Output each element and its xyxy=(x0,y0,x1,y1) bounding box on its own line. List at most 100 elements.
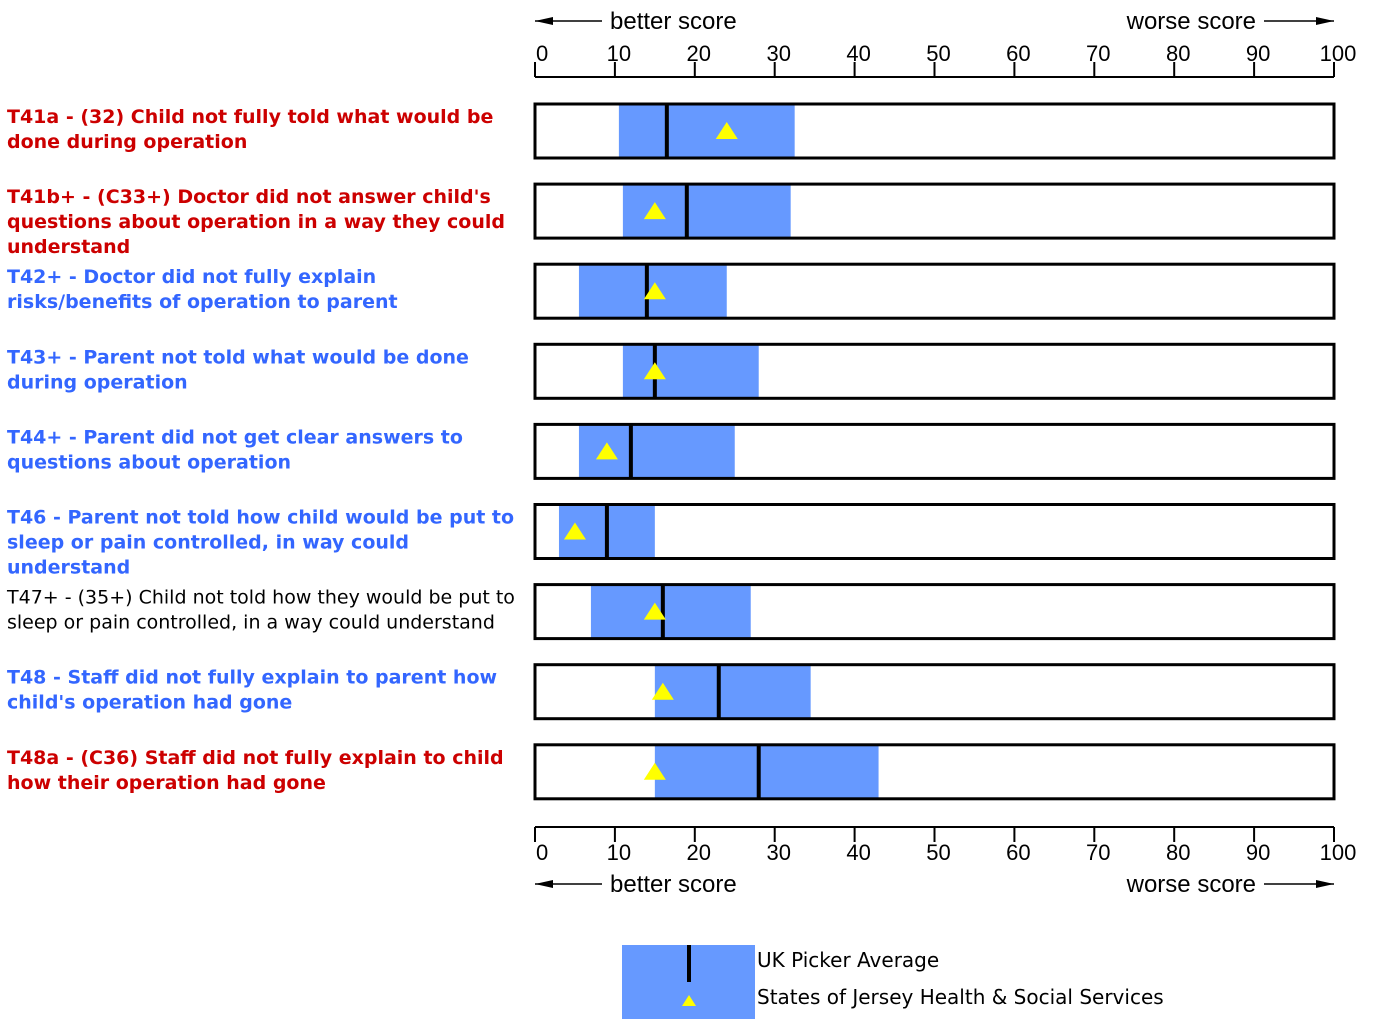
worse-arrow-head xyxy=(1316,17,1334,25)
tick-label: 70 xyxy=(1086,840,1110,865)
row-frame xyxy=(533,342,1336,400)
tick-label: 60 xyxy=(1006,41,1030,66)
tick-label: 20 xyxy=(687,41,711,66)
range-bar xyxy=(590,584,751,639)
chart-row xyxy=(533,102,1336,160)
worse-score-label: worse score xyxy=(1126,871,1256,898)
trust-marker xyxy=(563,522,586,540)
row-frame xyxy=(533,102,1336,160)
row-label-line: done during operation xyxy=(7,131,247,153)
tick-label: 10 xyxy=(607,41,631,66)
trust-marker xyxy=(715,122,738,139)
legend: UK Picker Average States of Jersey Health… xyxy=(622,945,1164,1019)
tick-label: 50 xyxy=(926,840,950,865)
row-label: T42+ - Doctor did not fully explain risks… xyxy=(7,266,398,313)
tick-label: 0 xyxy=(536,41,548,66)
row-frame xyxy=(533,743,1336,801)
row-label-line: T48a - (C36) Staff did not fully explain… xyxy=(7,747,504,769)
row-label-line: questions about operation xyxy=(7,451,291,473)
row-label-line: T41b+ - (C33+) Doctor did not answer chi… xyxy=(7,186,491,208)
chart-row xyxy=(533,342,1336,400)
row-frame xyxy=(533,503,1336,560)
worse-score-label: worse score xyxy=(1126,8,1256,35)
tick-label: 90 xyxy=(1246,41,1270,66)
row-frame xyxy=(533,422,1336,480)
tick-label: 70 xyxy=(1086,41,1110,66)
tick-label: 30 xyxy=(766,41,790,66)
legend-average-label: UK Picker Average xyxy=(757,948,939,972)
row-frame xyxy=(533,663,1336,721)
row-label: T41a - (32) Child not fully told what wo… xyxy=(7,106,493,153)
row-label-line: understand xyxy=(7,236,130,258)
row-label-line: T46 - Parent not told how child would be… xyxy=(7,507,514,529)
row-frame xyxy=(533,262,1336,320)
range-bar xyxy=(618,104,795,158)
range-bar xyxy=(654,744,879,799)
chart-row xyxy=(533,663,1336,721)
row-label-line: T43+ - Parent not told what would be don… xyxy=(7,346,469,368)
trust-marker xyxy=(643,282,666,300)
axis-top: 0 10 20 30 40 50 60 70 80 90 100 better score worse … xyxy=(534,8,1357,78)
trust-marker xyxy=(643,362,666,380)
row-label: T41b+ - (C33+) Doctor did not answer chi… xyxy=(7,186,505,258)
worse-arrow-head xyxy=(1316,880,1334,888)
tick-label: 0 xyxy=(536,840,548,865)
trust-marker xyxy=(651,682,674,700)
row-label-line: T48 - Staff did not fully explain to par… xyxy=(7,667,497,689)
row-label-line: understand xyxy=(7,557,130,579)
row-track xyxy=(535,504,1334,559)
chart-row xyxy=(533,262,1336,320)
row-label: T46 - Parent not told how child would be… xyxy=(7,507,514,579)
row-label-line: during operation xyxy=(7,371,188,393)
trust-marker xyxy=(643,602,666,620)
tick-label: 40 xyxy=(846,840,870,865)
row-label-line: risks/benefits of operation to parent xyxy=(7,291,398,313)
range-bar xyxy=(622,344,759,399)
trust-marker xyxy=(643,202,666,220)
legend-trust-marker xyxy=(682,995,696,1006)
chart-row xyxy=(533,422,1336,480)
range-bar xyxy=(654,664,811,719)
row-label: T48a - (C36) Staff did not fully explain… xyxy=(7,747,504,794)
chart-rows xyxy=(533,102,1336,801)
row-label: T48 - Staff did not fully explain to par… xyxy=(7,667,497,714)
tick-label: 50 xyxy=(926,41,950,66)
tick-label: 10 xyxy=(607,840,631,865)
tick-label: 20 xyxy=(687,840,711,865)
row-label: T43+ - Parent not told what would be don… xyxy=(7,346,469,393)
axis-bottom: 0 10 20 30 40 50 60 70 80 90 100 better score worse … xyxy=(534,826,1357,898)
row-label-line: sleep or pain controlled, in way could xyxy=(7,532,409,554)
row-label-line: T41a - (32) Child not fully told what wo… xyxy=(7,106,493,128)
row-frame xyxy=(533,583,1336,641)
tick-label: 100 xyxy=(1320,41,1357,66)
tick-label: 40 xyxy=(846,41,870,66)
row-label: T47+ - (35+) Child not told how they wou… xyxy=(6,587,515,634)
row-label-line: questions about operation in a way they … xyxy=(7,211,505,233)
tick-label: 90 xyxy=(1246,840,1270,865)
row-label-line: T44+ - Parent did not get clear answers … xyxy=(7,426,463,448)
row-frame xyxy=(533,182,1336,240)
row-label-line: child's operation had gone xyxy=(7,692,292,714)
tick-label: 100 xyxy=(1320,840,1357,865)
better-arrow-head xyxy=(535,17,553,25)
legend-trust-label: States of Jersey Health & Social Service… xyxy=(757,985,1164,1009)
better-score-label: better score xyxy=(610,871,737,898)
row-label-line: sleep or pain controlled, in a way could… xyxy=(7,612,495,634)
chart-row xyxy=(533,583,1336,641)
chart-row xyxy=(533,182,1336,240)
tick-label: 80 xyxy=(1166,840,1190,865)
trust-marker xyxy=(595,442,618,460)
better-score-label: better score xyxy=(610,8,737,35)
range-bar xyxy=(622,184,791,239)
tick-label: 80 xyxy=(1166,41,1190,66)
tick-label: 60 xyxy=(1006,840,1030,865)
trust-marker xyxy=(643,762,666,780)
tick-label: 30 xyxy=(766,840,790,865)
row-label: T44+ - Parent did not get clear answers … xyxy=(7,426,463,473)
row-label-line: how their operation had gone xyxy=(7,772,326,794)
chart-row xyxy=(533,743,1336,801)
row-label-line: T47+ - (35+) Child not told how they wou… xyxy=(6,587,515,609)
chart-row xyxy=(533,503,1336,560)
row-label-line: T42+ - Doctor did not fully explain xyxy=(7,266,376,288)
